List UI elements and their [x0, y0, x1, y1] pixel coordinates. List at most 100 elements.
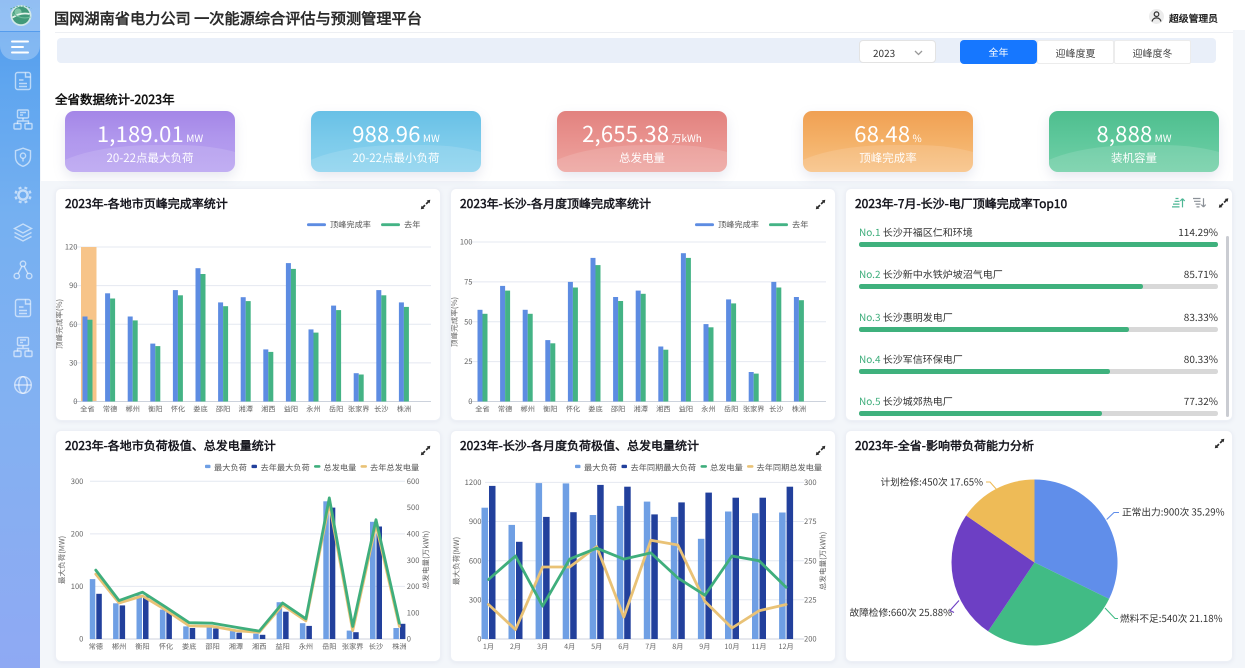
svg-text:娄底: 娄底 [193, 405, 207, 415]
svg-text:0: 0 [468, 396, 472, 407]
svg-text:永州: 永州 [299, 642, 313, 652]
svg-text:故障检修:660次 25.88%: 故障检修:660次 25.88% [849, 605, 952, 619]
svg-text:300: 300 [71, 476, 84, 487]
svg-text:张家界: 张家界 [743, 405, 765, 415]
svg-text:总发电量(万kWh): 总发电量(万kWh) [818, 532, 829, 591]
svg-text:200: 200 [71, 529, 84, 540]
svg-text:275: 275 [804, 516, 817, 527]
svg-text:4月: 4月 [564, 642, 575, 652]
svg-text:300: 300 [407, 555, 420, 566]
svg-text:岳阳: 岳阳 [329, 405, 343, 415]
svg-text:11月: 11月 [751, 642, 766, 652]
svg-text:湘西: 湘西 [656, 405, 670, 415]
svg-text:去年: 去年 [404, 219, 420, 231]
svg-text:300: 300 [804, 477, 817, 488]
svg-text:9月: 9月 [699, 642, 710, 652]
svg-text:衡阳: 衡阳 [135, 642, 149, 652]
svg-text:湘潭: 湘潭 [634, 405, 648, 415]
svg-text:长沙: 长沙 [369, 642, 383, 652]
svg-text:益阳: 益阳 [284, 405, 298, 415]
svg-text:邵阳: 邵阳 [216, 405, 230, 415]
svg-text:郴州: 郴州 [126, 405, 140, 415]
svg-text:岳阳: 岳阳 [724, 405, 738, 415]
svg-text:张家界: 张家界 [348, 405, 370, 415]
svg-text:邵阳: 邵阳 [611, 405, 625, 415]
svg-text:100: 100 [407, 607, 420, 618]
svg-text:12月: 12月 [779, 642, 794, 652]
svg-text:600: 600 [469, 555, 482, 566]
svg-text:0: 0 [477, 634, 481, 645]
svg-text:900: 900 [469, 516, 482, 527]
svg-text:常德: 常德 [103, 405, 117, 415]
svg-text:最大负荷: 最大负荷 [584, 461, 617, 473]
svg-text:顶峰完成率(%): 顶峰完成率(%) [451, 297, 460, 347]
svg-text:200: 200 [804, 634, 817, 645]
svg-text:总发电量(万kWh): 总发电量(万kWh) [421, 531, 432, 590]
svg-text:全省: 全省 [80, 405, 94, 415]
svg-text:400: 400 [407, 529, 420, 540]
svg-text:益阳: 益阳 [679, 405, 693, 415]
svg-text:60: 60 [69, 319, 77, 330]
svg-text:张家界: 张家界 [342, 642, 364, 652]
svg-text:100: 100 [460, 237, 473, 248]
svg-text:30: 30 [69, 358, 77, 369]
svg-text:总发电量: 总发电量 [324, 461, 357, 473]
svg-text:顶峰完成率(%): 顶峰完成率(%) [56, 299, 65, 349]
svg-text:去年: 去年 [792, 219, 808, 231]
svg-text:总发电量: 总发电量 [710, 461, 743, 473]
svg-text:湘潭: 湘潭 [229, 642, 243, 652]
svg-text:衡阳: 衡阳 [543, 405, 557, 415]
svg-text:0: 0 [73, 396, 77, 407]
svg-text:正常出力:900次 35.29%: 正常出力:900次 35.29% [1122, 505, 1225, 519]
svg-text:永州: 永州 [701, 405, 715, 415]
svg-text:10月: 10月 [724, 642, 739, 652]
svg-text:90: 90 [69, 280, 77, 291]
svg-text:长沙: 长沙 [769, 405, 783, 415]
svg-text:益阳: 益阳 [275, 642, 289, 652]
svg-text:顶峰完成率: 顶峰完成率 [330, 219, 371, 231]
svg-text:娄底: 娄底 [182, 642, 196, 652]
svg-text:湘潭: 湘潭 [239, 405, 253, 415]
svg-text:郴州: 郴州 [112, 642, 126, 652]
svg-text:娄底: 娄底 [588, 405, 602, 415]
svg-text:长沙: 长沙 [374, 405, 388, 415]
svg-text:0: 0 [79, 634, 83, 645]
svg-text:燃料不足:540次 21.18%: 燃料不足:540次 21.18% [1120, 611, 1223, 625]
svg-text:120: 120 [65, 242, 78, 253]
svg-text:常德: 常德 [89, 642, 103, 652]
svg-text:全省: 全省 [475, 405, 489, 415]
svg-text:永州: 永州 [306, 405, 320, 415]
svg-text:株洲: 株洲 [392, 642, 406, 652]
svg-text:怀化: 怀化 [159, 642, 173, 652]
svg-text:怀化: 怀化 [171, 405, 185, 415]
svg-text:300: 300 [469, 594, 482, 605]
svg-text:500: 500 [407, 502, 420, 513]
svg-text:最大负荷(MW): 最大负荷(MW) [451, 537, 462, 585]
svg-text:常德: 常德 [498, 405, 512, 415]
svg-text:顶峰完成率: 顶峰完成率 [718, 219, 759, 231]
svg-text:250: 250 [804, 555, 817, 566]
svg-text:去年同期最大负荷: 去年同期最大负荷 [631, 461, 697, 473]
svg-text:去年总发电量: 去年总发电量 [370, 461, 419, 473]
svg-text:100: 100 [71, 581, 84, 592]
svg-text:1200: 1200 [465, 477, 482, 488]
svg-text:湘西: 湘西 [261, 405, 275, 415]
svg-text:最大负荷(MW): 最大负荷(MW) [56, 536, 67, 584]
svg-text:计划检修:450次 17.65%: 计划检修:450次 17.65% [880, 475, 983, 489]
svg-text:邵阳: 邵阳 [205, 642, 219, 652]
svg-text:去年同期总发电量: 去年同期总发电量 [757, 461, 823, 473]
svg-text:怀化: 怀化 [566, 405, 580, 415]
svg-text:去年最大负荷: 去年最大负荷 [261, 461, 310, 473]
svg-text:5月: 5月 [591, 642, 602, 652]
svg-text:6月: 6月 [618, 642, 629, 652]
svg-text:0: 0 [407, 634, 411, 645]
svg-text:湘西: 湘西 [252, 642, 266, 652]
svg-text:最大负荷: 最大负荷 [214, 461, 247, 473]
svg-text:郴州: 郴州 [521, 405, 535, 415]
svg-text:225: 225 [804, 594, 817, 605]
svg-text:75: 75 [464, 277, 472, 288]
svg-text:株洲: 株洲 [792, 405, 806, 415]
svg-text:7月: 7月 [645, 642, 656, 652]
svg-text:衡阳: 衡阳 [148, 405, 162, 415]
svg-text:8月: 8月 [672, 642, 683, 652]
